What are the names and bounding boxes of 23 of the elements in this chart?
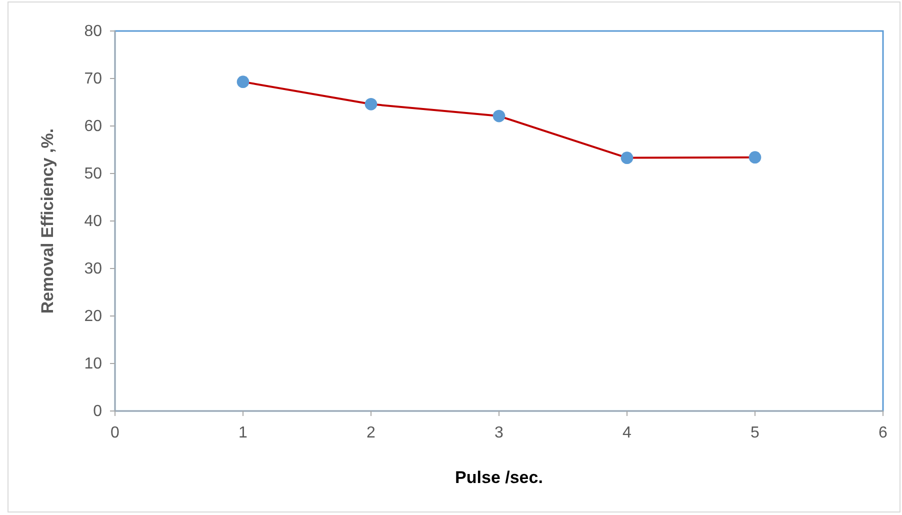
point xyxy=(236,76,250,88)
y-tick-label: 10 xyxy=(84,356,102,373)
x-tick-label: 1 xyxy=(238,424,248,442)
x-axis-title: Pulse /sec. xyxy=(455,468,543,487)
x-tick-label: 3 xyxy=(494,424,504,442)
y-tick-label: 40 xyxy=(84,213,102,230)
y-axis-title: Removal Efficiency ,%. xyxy=(38,128,57,314)
point xyxy=(492,110,506,122)
x-tick-label: 6 xyxy=(878,424,888,442)
y-tick-label: 0 xyxy=(93,403,102,420)
point xyxy=(620,152,634,164)
y-tick-label: 20 xyxy=(84,308,102,326)
x-tick-label: 0 xyxy=(110,424,120,442)
x-tick-label: 5 xyxy=(750,424,760,442)
y-tick-label: 60 xyxy=(84,118,102,136)
point xyxy=(748,151,762,164)
x-tick-label: 4 xyxy=(622,424,632,442)
y-tick-label: 70 xyxy=(84,70,102,88)
y-tick-label: 30 xyxy=(84,260,102,278)
x-tick-label: 2 xyxy=(366,424,376,442)
y-tick-label: 80 xyxy=(84,23,102,40)
y-tick-label: 50 xyxy=(84,166,102,183)
point xyxy=(364,98,378,110)
